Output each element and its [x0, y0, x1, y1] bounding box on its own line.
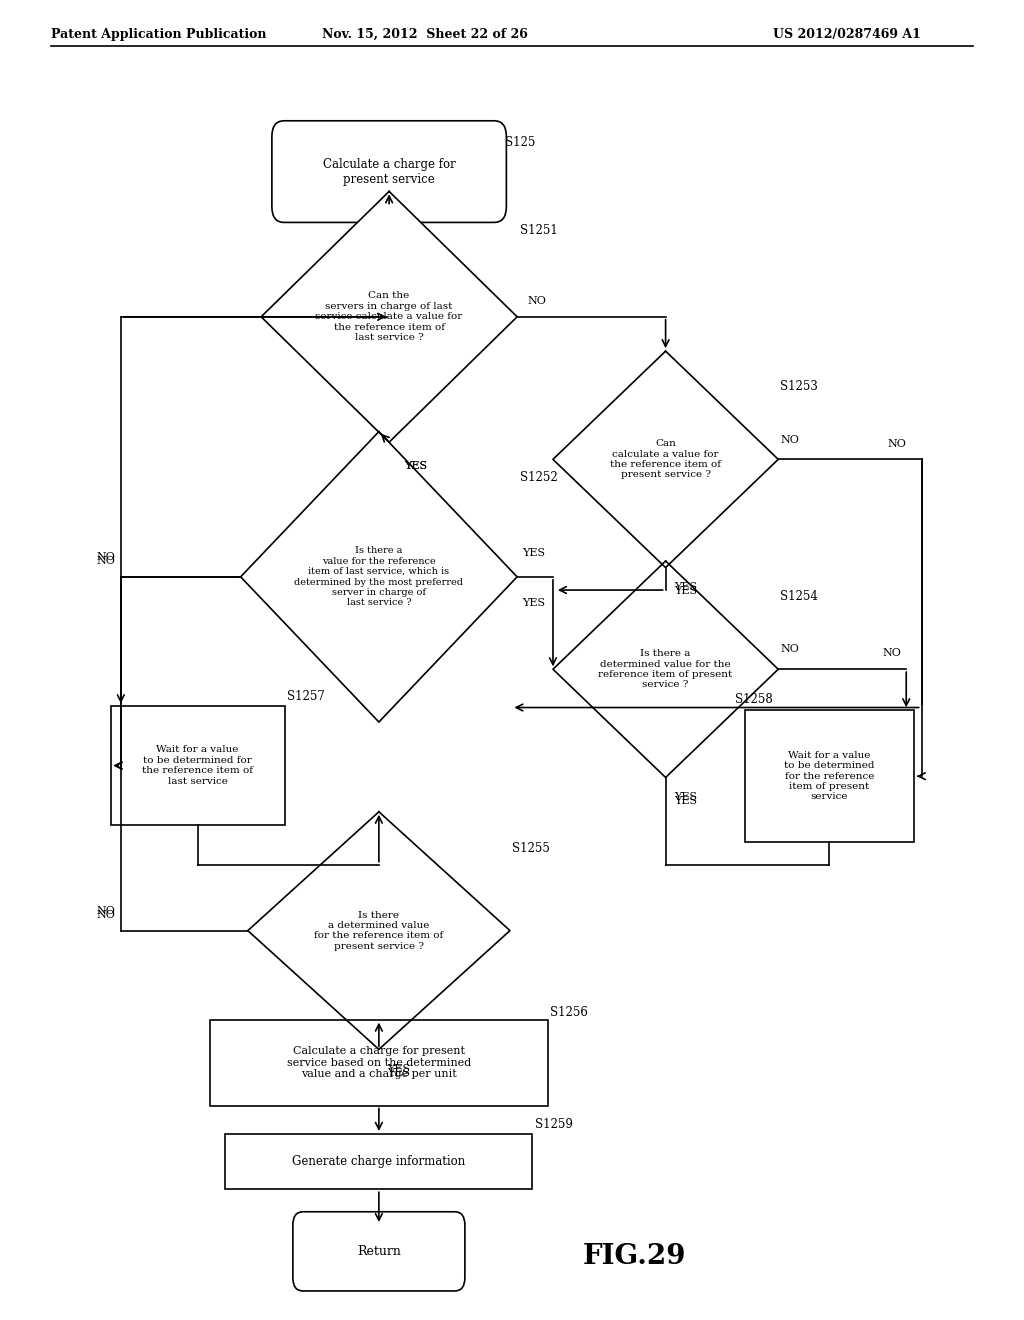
Bar [225, 1134, 532, 1189]
FancyBboxPatch shape [272, 121, 506, 223]
Text: YES: YES [522, 598, 546, 609]
Text: Wait for a value
to be determined for
the reference item of
last service: Wait for a value to be determined for th… [142, 746, 253, 785]
Text: YES: YES [674, 582, 697, 593]
Polygon shape [261, 191, 517, 442]
Text: Generate charge information: Generate charge information [292, 1155, 466, 1168]
Text: NO: NO [97, 906, 116, 916]
Text: YES: YES [522, 548, 546, 558]
Text: S1259: S1259 [535, 1118, 572, 1131]
Text: Nov. 15, 2012  Sheet 22 of 26: Nov. 15, 2012 Sheet 22 of 26 [322, 28, 528, 41]
Text: YES: YES [674, 792, 697, 803]
Text: S1253: S1253 [780, 380, 818, 393]
Polygon shape [248, 812, 510, 1049]
Text: S1257: S1257 [287, 690, 325, 704]
Bar [745, 710, 914, 842]
Text: NO: NO [97, 556, 116, 566]
Text: YES: YES [674, 586, 697, 597]
Text: NO: NO [97, 552, 116, 562]
Text: YES: YES [387, 1068, 411, 1078]
Text: NO: NO [527, 296, 546, 306]
Text: S1258: S1258 [735, 693, 773, 706]
Text: NO: NO [780, 644, 799, 655]
Text: YES: YES [404, 461, 428, 471]
Text: YES: YES [387, 1064, 411, 1074]
Text: S1256: S1256 [550, 1006, 588, 1019]
Text: Return: Return [357, 1245, 400, 1258]
FancyBboxPatch shape [293, 1212, 465, 1291]
Text: Is there a
value for the reference
item of last service, which is
determined by : Is there a value for the reference item … [294, 546, 464, 607]
Text: S125: S125 [505, 136, 536, 149]
Text: Calculate a charge for present
service based on the determined
value and a charg: Calculate a charge for present service b… [287, 1045, 471, 1080]
Polygon shape [241, 432, 517, 722]
Text: S1255: S1255 [512, 842, 550, 855]
Text: Is there
a determined value
for the reference item of
present service ?: Is there a determined value for the refe… [314, 911, 443, 950]
Text: US 2012/0287469 A1: US 2012/0287469 A1 [773, 28, 921, 41]
Bar [111, 706, 285, 825]
Text: YES: YES [404, 461, 428, 471]
Text: Can
calculate a value for
the reference item of
present service ?: Can calculate a value for the reference … [610, 440, 721, 479]
Text: NO: NO [883, 648, 901, 659]
Text: YES: YES [674, 796, 697, 807]
Text: S1252: S1252 [520, 471, 558, 484]
Polygon shape [553, 561, 778, 777]
Bar [210, 1019, 548, 1106]
Text: Patent Application Publication: Patent Application Publication [51, 28, 266, 41]
Polygon shape [553, 351, 778, 568]
Text: NO: NO [780, 434, 799, 445]
Text: NO: NO [97, 909, 116, 920]
Text: FIG.29: FIG.29 [583, 1243, 687, 1270]
Text: S1254: S1254 [780, 590, 818, 603]
Text: NO: NO [888, 438, 906, 449]
Text: S1251: S1251 [520, 224, 558, 238]
Text: Calculate a charge for
present service: Calculate a charge for present service [323, 157, 456, 186]
Text: Wait for a value
to be determined
for the reference
item of present
service: Wait for a value to be determined for th… [784, 751, 874, 801]
Text: Is there a
determined value for the
reference item of present
service ?: Is there a determined value for the refe… [598, 649, 733, 689]
Text: Can the
servers in charge of last
service calculate a value for
the reference it: Can the servers in charge of last servic… [315, 292, 463, 342]
